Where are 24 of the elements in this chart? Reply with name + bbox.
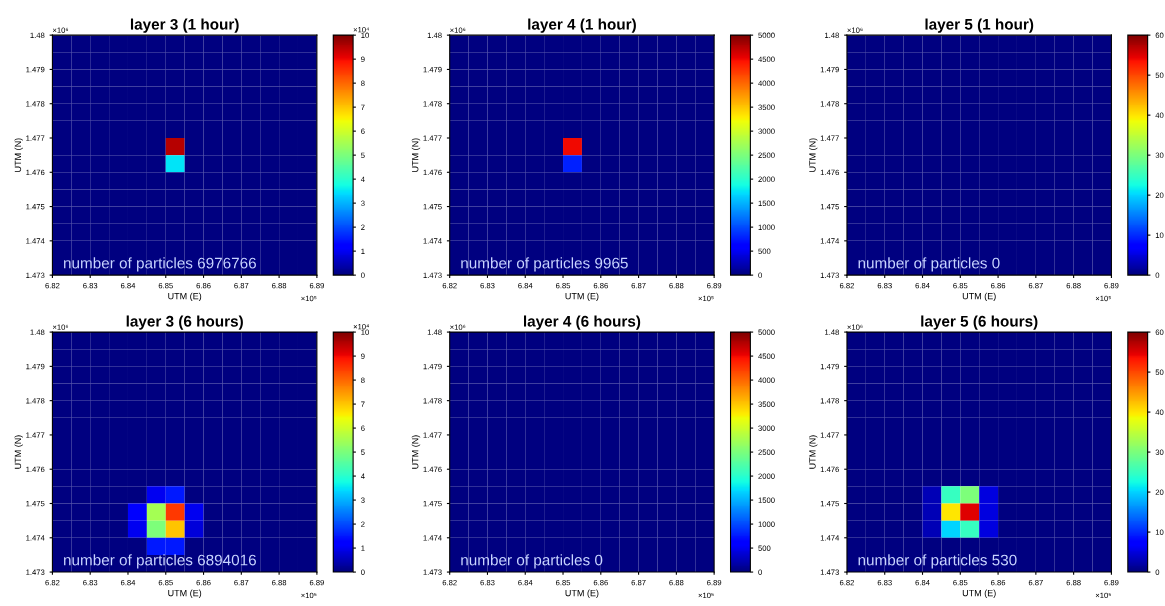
y-axis-title: UTM (N) (14, 138, 23, 172)
x-axis-title: UTM (E) (168, 589, 202, 599)
x-axis-title: UTM (E) (962, 292, 996, 302)
chart-title: layer 3 (6 hours) (126, 315, 243, 330)
x-axis-title: UTM (E) (962, 589, 996, 599)
y-axis-title: UTM (N) (411, 138, 421, 172)
annotation: number of particles 0 (461, 554, 603, 569)
y-axis-title: UTM (N) (14, 435, 23, 469)
y-axis-title: UTM (N) (411, 435, 421, 469)
annotation: number of particles 0 (858, 257, 1000, 272)
annotation: number of particles 6894016 (64, 554, 256, 569)
chart-title: layer 4 (1 hour) (528, 18, 636, 33)
annotation: number of particles 6976766 (64, 257, 256, 272)
chart-title: layer 5 (6 hours) (921, 315, 1038, 330)
x-axis-title: UTM (E) (565, 292, 599, 302)
chart-title: layer 4 (6 hours) (523, 315, 641, 330)
x-axis-title: UTM (E) (168, 292, 202, 302)
y-axis-title: UTM (N) (809, 435, 818, 469)
chart-title: layer 5 (1 hour) (925, 18, 1034, 33)
chart-title: layer 3 (1 hour) (130, 18, 239, 33)
annotation: number of particles 530 (858, 554, 1017, 569)
annotation: number of particles 9965 (461, 257, 628, 272)
y-axis-title: UTM (N) (809, 138, 818, 172)
x-axis-title: UTM (E) (565, 589, 599, 599)
